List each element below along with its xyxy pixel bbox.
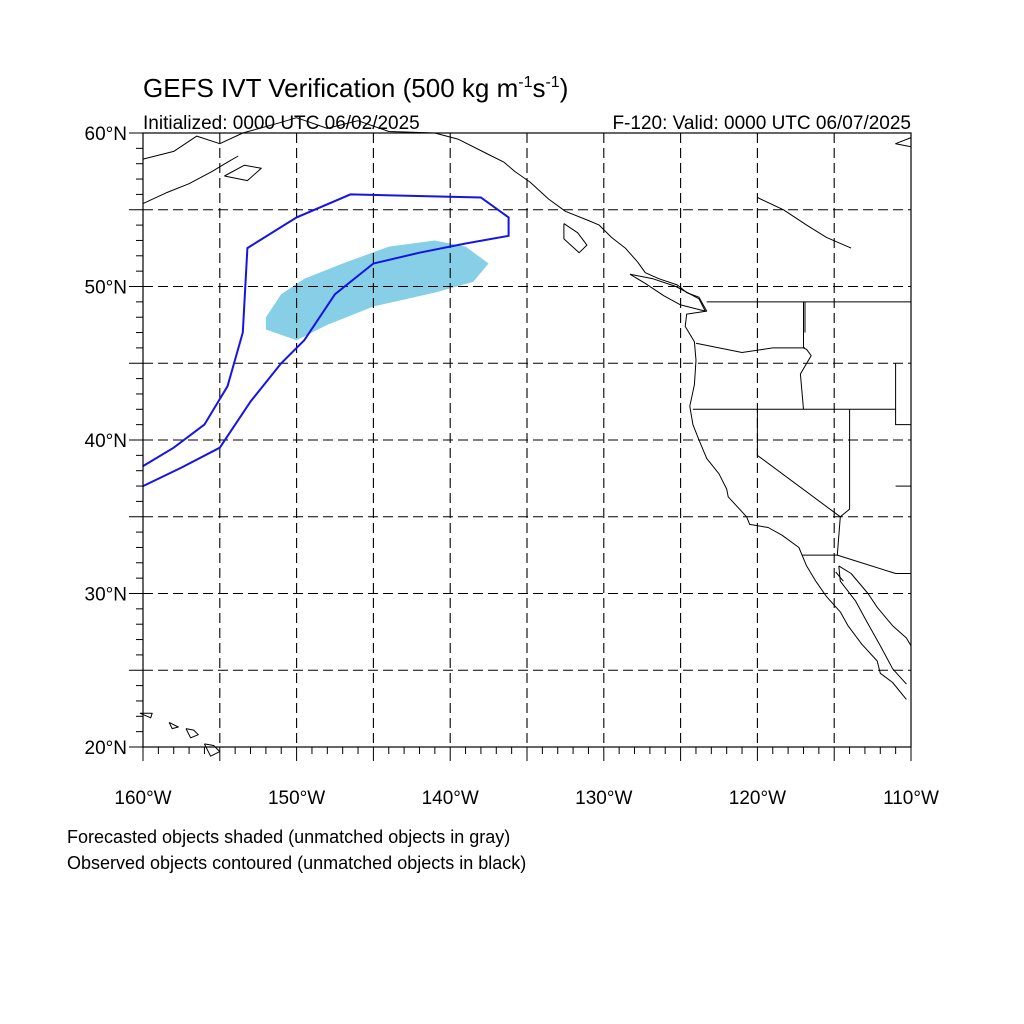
coastline	[168, 721, 179, 730]
note-observed: Observed objects contoured (unmatched ob…	[67, 853, 526, 873]
coastline	[895, 137, 912, 148]
coastline	[185, 728, 199, 739]
political-border	[835, 571, 844, 582]
forecast-object	[265, 240, 489, 341]
political-border	[837, 554, 911, 574]
lat-label: 60°N	[85, 124, 127, 145]
lon-label: 150°W	[268, 788, 325, 809]
lon-label: 110°W	[883, 788, 939, 809]
observed-object-contour	[142, 193, 510, 488]
subtitle-valid: F-120: Valid: 0000 UTC 06/07/2025	[612, 113, 911, 134]
political-border	[839, 409, 851, 518]
subtitle-initialized: Initialized: 0000 UTC 06/02/2025	[143, 113, 420, 134]
lat-label: 40°N	[85, 431, 127, 452]
coastline	[224, 164, 262, 182]
lon-label: 140°W	[422, 788, 479, 809]
political-border	[695, 342, 805, 354]
chart-title: GEFS IVT Verification (500 kg m-1s-1)	[143, 73, 568, 103]
coastline	[838, 565, 907, 685]
lat-label: 50°N	[85, 278, 127, 299]
note-forecast: Forecasted objects shaded (unmatched obj…	[67, 827, 510, 847]
coastline	[629, 273, 706, 312]
coastline	[757, 197, 852, 249]
coastline	[203, 743, 221, 757]
political-border	[692, 408, 911, 426]
lat-label: 30°N	[85, 585, 127, 606]
lat-labels: 60°N 50°N 40°N 30°N 20°N	[85, 124, 127, 759]
lon-label: 160°W	[114, 788, 171, 809]
political-border	[799, 301, 812, 410]
coastline	[142, 117, 907, 700]
political-border	[801, 516, 841, 556]
lon-labels: 160°W 150°W 140°W 130°W 120°W 110°W	[114, 788, 939, 809]
political-border	[756, 409, 841, 518]
lon-label: 130°W	[575, 788, 632, 809]
coastline	[563, 223, 588, 254]
map-area	[129, 117, 912, 761]
lon-label: 120°W	[729, 788, 786, 809]
coastline	[142, 155, 239, 205]
coastline	[139, 712, 153, 719]
coastline	[838, 565, 912, 646]
lat-label: 20°N	[85, 738, 127, 759]
